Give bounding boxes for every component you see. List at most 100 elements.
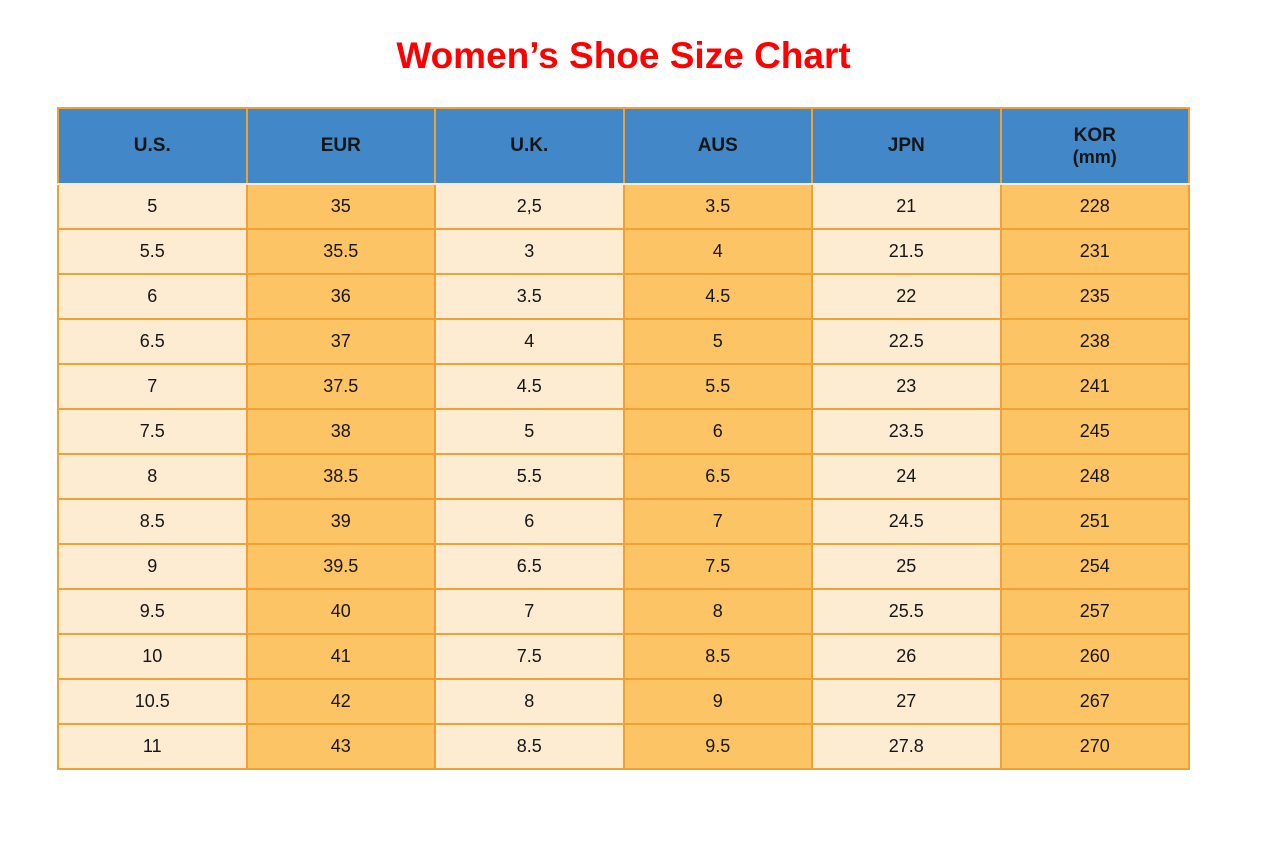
shoe-size-table: U.S. EUR U.K. AUS JPN KOR (mm) 5 35 2,5 3.5 21 228 5… <box>57 107 1190 770</box>
column-header-label: KOR <box>1073 124 1116 146</box>
cell-jpn: 21.5 <box>811 228 1002 275</box>
cell-jpn: 23.5 <box>811 408 1002 455</box>
cell-us: 6.5 <box>57 318 248 365</box>
cell-eur: 42 <box>245 678 436 725</box>
cell-jpn: 27 <box>811 678 1002 725</box>
column-header-kor: KOR (mm) <box>999 107 1190 185</box>
cell-us: 9.5 <box>57 588 248 635</box>
cell-kor: 235 <box>999 273 1190 320</box>
cell-aus: 5 <box>622 318 813 365</box>
cell-kor: 228 <box>999 183 1190 230</box>
cell-uk: 4.5 <box>434 363 625 410</box>
cell-kor: 245 <box>999 408 1190 455</box>
cell-uk: 3 <box>434 228 625 275</box>
table-row: 6 36 3.5 4.5 22 235 <box>57 273 1190 320</box>
cell-us: 8 <box>57 453 248 500</box>
column-header-aus: AUS <box>622 107 813 185</box>
cell-eur: 38 <box>245 408 436 455</box>
cell-uk: 5.5 <box>434 453 625 500</box>
cell-us: 8.5 <box>57 498 248 545</box>
cell-aus: 8.5 <box>622 633 813 680</box>
cell-aus: 7.5 <box>622 543 813 590</box>
cell-eur: 37.5 <box>245 363 436 410</box>
cell-eur: 36 <box>245 273 436 320</box>
column-header-label: U.K. <box>510 135 549 156</box>
cell-jpn: 23 <box>811 363 1002 410</box>
cell-jpn: 24 <box>811 453 1002 500</box>
table-header: U.S. EUR U.K. AUS JPN KOR (mm) <box>57 107 1190 185</box>
column-header-subline: (mm) <box>1072 146 1117 167</box>
cell-us: 7.5 <box>57 408 248 455</box>
table-row: 5 35 2,5 3.5 21 228 <box>57 183 1190 230</box>
cell-kor: 270 <box>999 723 1190 770</box>
cell-eur: 43 <box>245 723 436 770</box>
cell-eur: 35 <box>245 183 436 230</box>
table-row: 11 43 8.5 9.5 27.8 270 <box>57 723 1190 770</box>
cell-us: 10.5 <box>57 678 248 725</box>
cell-eur: 38.5 <box>245 453 436 500</box>
column-header-label: JPN <box>887 135 925 156</box>
cell-eur: 41 <box>245 633 436 680</box>
cell-aus: 9 <box>622 678 813 725</box>
table-row: 8 38.5 5.5 6.5 24 248 <box>57 453 1190 500</box>
cell-us: 11 <box>57 723 248 770</box>
cell-uk: 6 <box>434 498 625 545</box>
cell-us: 10 <box>57 633 248 680</box>
table-row: 10 41 7.5 8.5 26 260 <box>57 633 1190 680</box>
cell-kor: 254 <box>999 543 1190 590</box>
cell-aus: 4.5 <box>622 273 813 320</box>
table-row: 10.5 42 8 9 27 267 <box>57 678 1190 725</box>
cell-kor: 248 <box>999 453 1190 500</box>
table-row: 9.5 40 7 8 25.5 257 <box>57 588 1190 635</box>
table-row: 5.5 35.5 3 4 21.5 231 <box>57 228 1190 275</box>
cell-jpn: 26 <box>811 633 1002 680</box>
cell-uk: 6.5 <box>434 543 625 590</box>
table-row: 6.5 37 4 5 22.5 238 <box>57 318 1190 365</box>
cell-us: 5.5 <box>57 228 248 275</box>
cell-aus: 9.5 <box>622 723 813 770</box>
cell-eur: 39.5 <box>245 543 436 590</box>
cell-uk: 8 <box>434 678 625 725</box>
column-header-label: U.S. <box>133 135 171 156</box>
cell-uk: 4 <box>434 318 625 365</box>
column-header-label: EUR <box>320 135 361 156</box>
column-header-uk: U.K. <box>434 107 625 185</box>
cell-uk: 7.5 <box>434 633 625 680</box>
cell-eur: 39 <box>245 498 436 545</box>
cell-kor: 260 <box>999 633 1190 680</box>
cell-kor: 241 <box>999 363 1190 410</box>
cell-kor: 251 <box>999 498 1190 545</box>
cell-eur: 35.5 <box>245 228 436 275</box>
cell-jpn: 22 <box>811 273 1002 320</box>
column-header-us: U.S. <box>57 107 248 185</box>
table-row: 9 39.5 6.5 7.5 25 254 <box>57 543 1190 590</box>
title-container: Women’s Shoe Size Chart <box>57 0 1190 77</box>
cell-eur: 37 <box>245 318 436 365</box>
cell-uk: 7 <box>434 588 625 635</box>
table-body: 5 35 2,5 3.5 21 228 5.5 35.5 3 4 21.5 231 6 36 3.5 4.5 2… <box>57 183 1190 770</box>
column-header-label: AUS <box>697 135 738 156</box>
header-row: U.S. EUR U.K. AUS JPN KOR (mm) <box>57 107 1190 185</box>
cell-aus: 7 <box>622 498 813 545</box>
cell-kor: 257 <box>999 588 1190 635</box>
cell-aus: 5.5 <box>622 363 813 410</box>
cell-us: 6 <box>57 273 248 320</box>
cell-aus: 4 <box>622 228 813 275</box>
page-title: Women’s Shoe Size Chart <box>396 35 851 76</box>
cell-jpn: 27.8 <box>811 723 1002 770</box>
cell-us: 5 <box>57 183 248 230</box>
cell-uk: 3.5 <box>434 273 625 320</box>
table-row: 7.5 38 5 6 23.5 245 <box>57 408 1190 455</box>
table-row: 8.5 39 6 7 24.5 251 <box>57 498 1190 545</box>
cell-uk: 5 <box>434 408 625 455</box>
cell-uk: 2,5 <box>434 183 625 230</box>
cell-jpn: 22.5 <box>811 318 1002 365</box>
cell-uk: 8.5 <box>434 723 625 770</box>
cell-jpn: 21 <box>811 183 1002 230</box>
cell-us: 7 <box>57 363 248 410</box>
cell-jpn: 25.5 <box>811 588 1002 635</box>
column-header-jpn: JPN <box>811 107 1002 185</box>
cell-aus: 6 <box>622 408 813 455</box>
cell-us: 9 <box>57 543 248 590</box>
cell-aus: 3.5 <box>622 183 813 230</box>
